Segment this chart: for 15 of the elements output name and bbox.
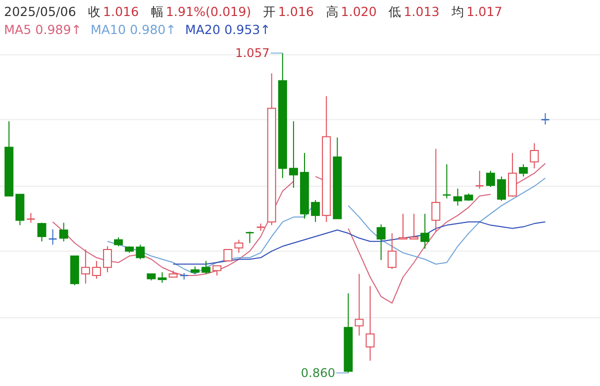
text: MA10 — [90, 22, 126, 37]
text: MA5 — [4, 22, 32, 37]
text: 开 1.016 — [263, 4, 314, 19]
text: 低 1.013 — [388, 4, 440, 19]
text: 高 1.020 — [326, 4, 377, 19]
annotation: 0.860 — [300, 366, 336, 380]
text: 0.989↑ — [35, 22, 82, 37]
text: 2025/05/06 — [4, 4, 76, 19]
text: 0.953↑ — [224, 22, 271, 37]
text: MA20 — [185, 22, 220, 37]
text: 幅 1.91%(0.019) — [150, 4, 252, 19]
text: 均 1.017 — [450, 4, 502, 19]
text: 收 1.016 — [88, 4, 139, 19]
annotation: 1.057 — [235, 46, 270, 60]
text: 0.980↑ — [130, 22, 176, 37]
